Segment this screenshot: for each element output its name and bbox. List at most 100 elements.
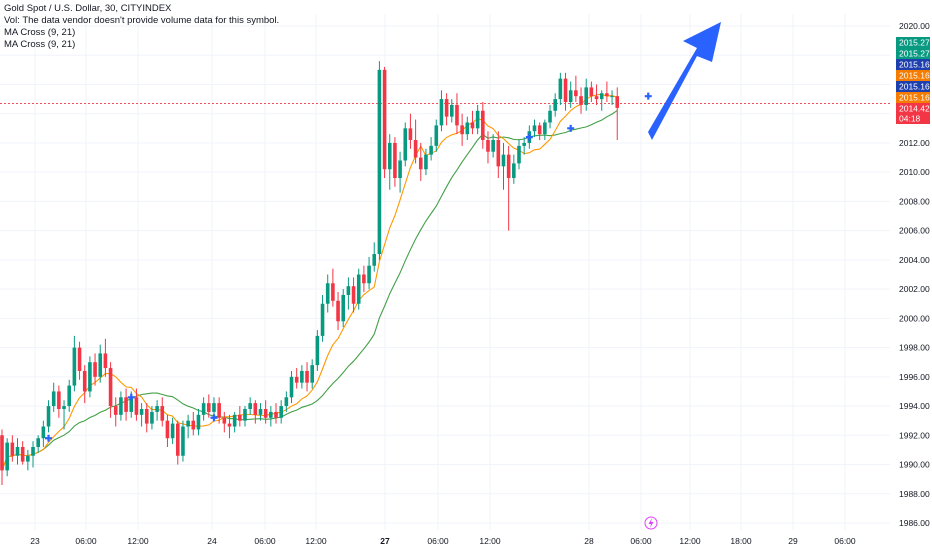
candle-body [279, 406, 283, 418]
y-tick-label: 1998.00 [899, 343, 930, 353]
y-tick-label: 2010.00 [899, 167, 930, 177]
price-tag-label: 2015.16 [899, 71, 930, 81]
candle-body [465, 122, 470, 135]
candle-body [129, 397, 134, 412]
candle-body [517, 145, 521, 164]
candle-body [331, 283, 335, 301]
indicator-label-1[interactable]: MA Cross (9, 21) [4, 27, 76, 38]
arrow-shape [648, 22, 721, 140]
candle-body [82, 370, 87, 392]
up-arrow-annotation [648, 22, 721, 140]
candle-body [41, 426, 46, 439]
candle-body [403, 128, 408, 161]
y-tick-label: 2012.00 [899, 138, 930, 148]
candle-body [424, 154, 428, 170]
candle-body [15, 446, 20, 456]
price-tag: 2015.27 [896, 37, 930, 48]
x-tick-label: 28 [584, 536, 594, 546]
y-tick-label: 1986.00 [899, 518, 930, 528]
candle-body [191, 420, 196, 430]
candle-body [305, 370, 309, 383]
y-tick-label: 1994.00 [899, 401, 930, 411]
y-tick-label: 2004.00 [899, 255, 930, 265]
indicator-label-2[interactable]: MA Cross (9, 21) [4, 39, 76, 50]
y-tick-label: 1988.00 [899, 489, 930, 499]
candle-body [579, 96, 583, 105]
candle-body [372, 254, 377, 266]
candle-body [444, 99, 449, 117]
x-tick-label: 12:00 [679, 536, 701, 546]
candle-body [501, 154, 506, 167]
time-axis[interactable]: 23 06:00 12:00 24 06:00 12:00 27 06:00 12:00 28 06… [30, 536, 856, 546]
candle-body [398, 160, 402, 179]
candle-body [553, 99, 557, 111]
price-tag-bg [896, 103, 930, 114]
candle-body [222, 417, 227, 424]
candle-body [170, 423, 175, 439]
y-tick-label: 2008.00 [899, 196, 930, 206]
candle-body [310, 365, 314, 383]
price-tag-label: 2015.27 [899, 38, 930, 48]
price-tag-label: 04:18 [899, 114, 921, 124]
price-tag: 2015.16 [896, 59, 930, 70]
candle-body [558, 78, 563, 100]
candle-body [615, 96, 620, 108]
candle-body [284, 397, 289, 407]
volume-note: Vol: The data vendor doesn't provide vol… [4, 15, 280, 26]
ma-slow-line [1, 110, 618, 471]
price-tag-bg [896, 59, 930, 70]
candle-body [227, 423, 232, 427]
candle-body [341, 294, 346, 322]
x-tick-label: 23 [30, 536, 40, 546]
candle-body [144, 408, 149, 424]
y-tick-label: 2002.00 [899, 284, 930, 294]
x-tick-label: 24 [207, 536, 217, 546]
cross-marker [45, 434, 53, 442]
candle-body [543, 122, 547, 135]
candle-body [574, 90, 578, 97]
candle-body [155, 406, 159, 412]
candle-body [62, 406, 66, 409]
x-tick-label: 12:00 [127, 536, 149, 546]
grid-lines [0, 14, 890, 530]
candle-body [103, 353, 108, 369]
price-tag: 2015.27 [896, 48, 930, 59]
candle-body [258, 408, 263, 415]
y-tick-label: 1996.00 [899, 372, 930, 382]
candle-body [367, 265, 371, 284]
candle-body [481, 110, 485, 141]
candle-body [212, 403, 216, 412]
y-tick-label: 1992.00 [899, 430, 930, 440]
symbol-title[interactable]: Gold Spot / U.S. Dollar, 30, CITYINDEX [4, 3, 172, 14]
candle-body [491, 140, 495, 152]
candle-body [36, 438, 40, 447]
candle-body [346, 286, 351, 295]
candle-body [382, 69, 387, 170]
candle-body [439, 99, 444, 126]
y-tick-label: 2000.00 [899, 313, 930, 323]
candle-body [88, 362, 92, 392]
price-tags: 2015.272015.272015.162015.162015.162015.… [896, 37, 930, 124]
candle-body [269, 411, 273, 418]
candle-body [72, 347, 77, 386]
x-tick-label: 06:00 [75, 536, 97, 546]
lightning-event-icon[interactable] [644, 516, 658, 530]
candle-body [232, 414, 237, 427]
candle-body [532, 125, 537, 132]
candle-body [238, 414, 242, 421]
candle-body [165, 420, 170, 439]
candle-body [377, 69, 382, 255]
x-tick-label: 12:00 [479, 536, 501, 546]
x-tick-label: 29 [788, 536, 798, 546]
price-tag: 2015.16 [896, 70, 930, 81]
price-tag: 2015.16 [896, 81, 930, 92]
candle-body [119, 397, 123, 415]
candle-body [108, 368, 113, 407]
price-tag-label: 2015.16 [899, 93, 930, 103]
price-tag-label: 2015.16 [899, 60, 930, 70]
candle-body [294, 376, 299, 383]
price-tag-bg [896, 70, 930, 81]
cross-marker [567, 124, 575, 132]
